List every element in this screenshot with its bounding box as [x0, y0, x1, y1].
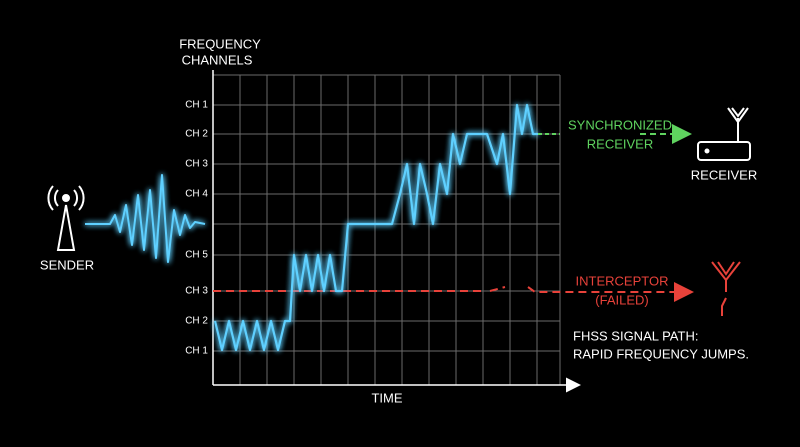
- sender-icon: [47, 185, 85, 251]
- channel-label: CH 1: [185, 100, 208, 111]
- node-label: SENDER: [40, 257, 94, 272]
- interceptor-label: INTERCEPTOR: [576, 273, 669, 288]
- channel-label: CH 4: [185, 189, 208, 200]
- interceptor-path: [213, 287, 690, 292]
- channel-label: CH 5: [185, 250, 208, 261]
- channel-label: CH 3: [185, 159, 208, 170]
- caption: FHSS SIGNAL PATH:: [573, 328, 698, 343]
- node-label: RECEIVER: [691, 167, 757, 182]
- sync-label: SYNCHRONIZED: [568, 117, 672, 132]
- caption: RAPID FREQUENCY JUMPS.: [573, 346, 749, 361]
- channel-label: CH 2: [185, 316, 208, 327]
- sender-wave: [85, 174, 206, 263]
- axis-title: CHANNELS: [182, 52, 253, 67]
- interceptor-label: (FAILED): [595, 292, 648, 307]
- signal-path: [213, 103, 538, 352]
- grid: [213, 74, 561, 385]
- channel-label: CH 2: [185, 129, 208, 140]
- receiver-icon: [697, 107, 751, 161]
- interceptor-icon: [711, 261, 741, 316]
- channel-label: CH 1: [185, 346, 208, 357]
- x-axis-title: TIME: [371, 390, 402, 405]
- axis-title: FREQUENCY: [179, 36, 261, 51]
- sync-label: RECEIVER: [587, 136, 653, 151]
- channel-label: CH 3: [185, 286, 208, 297]
